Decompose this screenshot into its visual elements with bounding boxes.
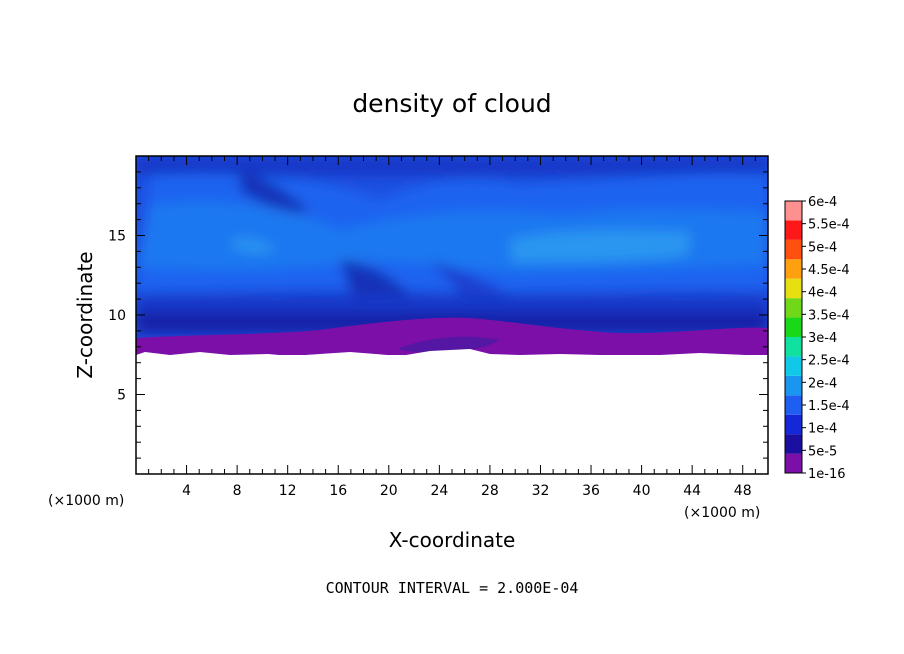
x-tick-label: 44 [683, 483, 701, 499]
x-tick-label: 32 [532, 483, 550, 499]
colorbar-swatch [785, 337, 802, 357]
y-axis-label: Z-coordinate [73, 251, 97, 378]
x-tick-label: 36 [582, 483, 600, 499]
x-unit-right: (×1000 m) [684, 505, 760, 521]
x-tick-label: 24 [430, 483, 448, 499]
colorbar-label: 1.5e-4 [808, 399, 850, 414]
colorbar-label: 2.5e-4 [808, 354, 850, 369]
colorbar-swatch [785, 317, 802, 337]
colorbar-swatch [785, 356, 802, 376]
colorbar-label: 6e-4 [808, 195, 837, 210]
colorbar-swatch [785, 278, 802, 299]
colorbar-label: 3.5e-4 [808, 308, 850, 323]
colorbar-label: 1e-16 [808, 467, 846, 482]
colorbar-swatch [785, 298, 802, 318]
y-tick-label: 10 [108, 308, 126, 324]
x-tick-label: 4 [182, 483, 191, 499]
colorbar-swatch [785, 220, 802, 240]
colorbar-swatch [785, 201, 802, 221]
colorbar-label: 1e-4 [808, 422, 837, 437]
y-tick-label: 5 [117, 388, 126, 404]
y-axis: 5 10 15 [108, 171, 768, 459]
colorbar-label: 5e-4 [808, 240, 837, 255]
colorbar-swatch [785, 434, 802, 454]
x-tick-label: 28 [481, 483, 499, 499]
density-field [136, 156, 768, 474]
x-tick-label: 16 [329, 483, 347, 499]
colorbar-swatch [785, 375, 802, 396]
colorbar-label: 5.5e-4 [808, 218, 850, 233]
contour-interval-note: CONTOUR INTERVAL = 2.000E-04 [326, 579, 579, 597]
x-tick-label: 40 [633, 483, 651, 499]
colorbar-label: 5e-5 [808, 444, 837, 459]
y-tick-label: 15 [108, 229, 126, 245]
colorbar-swatch [785, 239, 802, 260]
colorbar: 6e-4 5.5e-4 5e-4 4.5e-4 4e-4 3.5e-4 3e-4 2.5e-4… [784, 195, 850, 482]
colorbar-label: 4.5e-4 [808, 263, 850, 278]
colorbar-swatch [785, 395, 802, 415]
x-unit-left: (×1000 m) [48, 493, 124, 509]
chart-title: density of cloud [352, 89, 551, 118]
x-tick-label: 12 [279, 483, 297, 499]
x-axis: 4 8 12 16 20 24 28 32 36 40 44 48 [148, 156, 756, 499]
x-tick-label: 20 [380, 483, 398, 499]
colorbar-label: 2e-4 [808, 376, 837, 391]
x-tick-label: 8 [233, 483, 242, 499]
colorbar-label: 4e-4 [808, 286, 837, 301]
colorbar-swatch [785, 414, 802, 435]
colorbar-swatch [785, 259, 802, 279]
x-axis-label: X-coordinate [389, 528, 516, 552]
colorbar-label: 3e-4 [808, 331, 837, 346]
x-tick-label: 48 [734, 483, 752, 499]
colorbar-swatch [785, 453, 802, 473]
